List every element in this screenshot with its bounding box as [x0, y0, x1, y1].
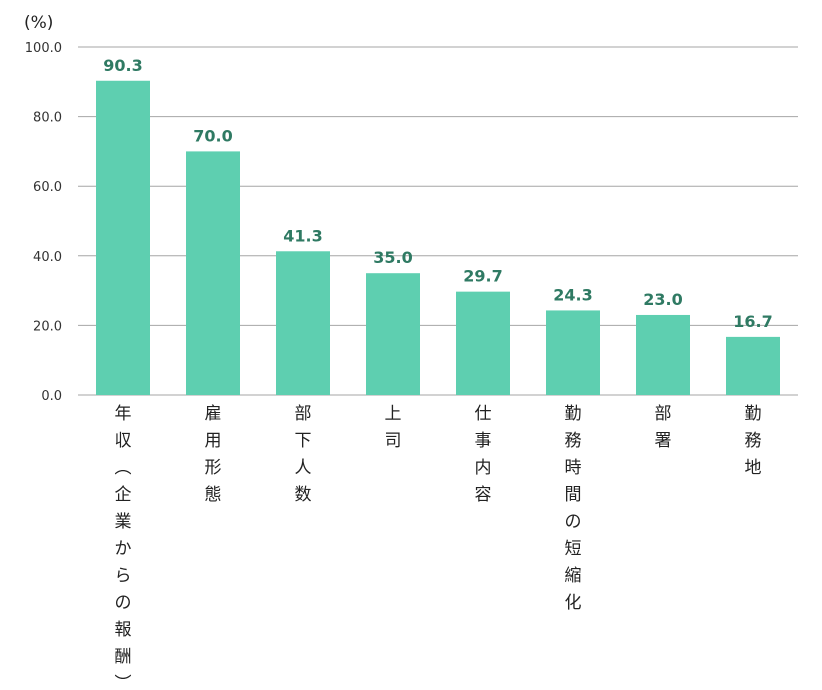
y-tick-label: 40.0 — [33, 250, 62, 265]
category-label: 勤務時間の短縮化 — [565, 404, 582, 613]
data-label: 41.3 — [283, 226, 322, 245]
category-label: 上司 — [385, 404, 402, 451]
bar — [726, 336, 780, 395]
data-label: 70.0 — [193, 126, 232, 145]
data-label: 35.0 — [373, 248, 412, 267]
category-label: 仕事内容 — [475, 404, 492, 505]
bar — [366, 273, 420, 395]
category-label: 部下人数 — [295, 404, 312, 505]
y-tick-label: 60.0 — [33, 180, 62, 195]
data-label: 24.3 — [553, 285, 592, 304]
y-tick-label: 80.0 — [33, 111, 62, 126]
bar — [276, 251, 330, 395]
y-tick-label: 100.0 — [25, 41, 62, 56]
y-tick-label: 0.0 — [41, 389, 62, 404]
data-label: 29.7 — [463, 267, 502, 286]
bars — [96, 80, 780, 396]
category-label: 部署 — [655, 404, 672, 451]
category-label: 雇用形態 — [205, 404, 222, 505]
data-label: 23.0 — [643, 290, 682, 309]
bar — [96, 80, 150, 396]
y-tick-label: 20.0 — [33, 319, 62, 334]
data-label: 16.7 — [733, 312, 772, 331]
data-labels: 90.3 70.0 41.3 35.0 29.7 24.3 23.0 16.7 — [103, 56, 772, 331]
bar — [546, 310, 600, 395]
data-label: 90.3 — [103, 56, 142, 75]
bar — [186, 151, 240, 395]
y-axis-tick-labels: 0.0 20.0 40.0 60.0 80.0 100.0 — [25, 41, 62, 404]
x-axis-category-labels: 年収︵企業からの報酬︶ 雇用形態 部下人数 上司 仕事内容 勤務時間の短縮化 部署 勤務地 — [115, 404, 762, 690]
y-axis-unit-label: (%) — [24, 13, 53, 33]
category-label: 年収︵企業からの報酬︶ — [115, 404, 132, 690]
bar — [636, 314, 690, 395]
category-label: 勤務地 — [745, 404, 762, 478]
bar — [456, 291, 510, 395]
